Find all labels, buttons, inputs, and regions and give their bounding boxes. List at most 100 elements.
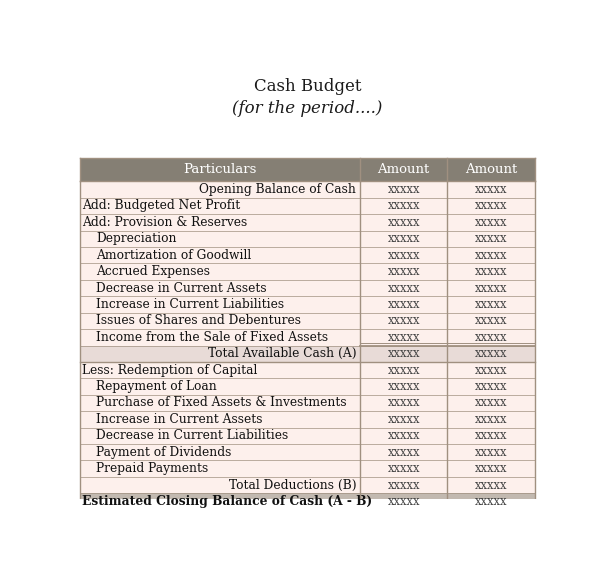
Bar (360, 158, 448, 181)
Bar (80, 198, 360, 214)
Text: Amortization of Goodwill: Amortization of Goodwill (97, 249, 251, 262)
Bar (80, 444, 360, 461)
Bar (448, 346, 535, 362)
Text: xxxxx: xxxxx (475, 413, 508, 426)
Text: Decrease in Current Liabilities: Decrease in Current Liabilities (97, 429, 289, 442)
Bar (448, 362, 535, 378)
Bar (360, 198, 448, 214)
Text: Prepaid Payments: Prepaid Payments (97, 462, 209, 475)
Bar (448, 378, 535, 395)
Text: xxxxx: xxxxx (388, 183, 420, 196)
Bar (360, 296, 448, 312)
Text: Add: Provision & Reserves: Add: Provision & Reserves (82, 216, 248, 229)
Text: xxxxx: xxxxx (388, 298, 420, 311)
Bar (80, 477, 360, 493)
Bar (448, 231, 535, 247)
Text: xxxxx: xxxxx (475, 380, 508, 393)
Text: xxxxx: xxxxx (388, 462, 420, 475)
Bar (360, 477, 448, 493)
Text: Payment of Dividends: Payment of Dividends (97, 445, 232, 459)
Text: Particulars: Particulars (183, 163, 256, 176)
Bar (448, 427, 535, 444)
Text: xxxxx: xxxxx (475, 265, 508, 278)
Text: Issues of Shares and Debentures: Issues of Shares and Debentures (97, 314, 301, 328)
Text: xxxxx: xxxxx (475, 397, 508, 410)
Text: xxxxx: xxxxx (388, 232, 420, 245)
Text: xxxxx: xxxxx (388, 331, 420, 344)
Text: Estimated Closing Balance of Cash (A - B): Estimated Closing Balance of Cash (A - B… (82, 495, 373, 508)
Bar (360, 329, 448, 346)
Text: Amount: Amount (465, 163, 517, 176)
Bar (448, 264, 535, 280)
Text: xxxxx: xxxxx (388, 445, 420, 459)
Text: Decrease in Current Assets: Decrease in Current Assets (97, 282, 267, 295)
Bar (360, 493, 448, 509)
Bar (80, 427, 360, 444)
Text: xxxxx: xxxxx (475, 216, 508, 229)
Text: Increase in Current Liabilities: Increase in Current Liabilities (97, 298, 284, 311)
Text: Total Deductions (B): Total Deductions (B) (229, 479, 356, 491)
Bar (448, 280, 535, 296)
Bar (448, 444, 535, 461)
Bar (448, 198, 535, 214)
Bar (360, 461, 448, 477)
Text: xxxxx: xxxxx (388, 380, 420, 393)
Text: xxxxx: xxxxx (475, 298, 508, 311)
Text: xxxxx: xxxxx (388, 282, 420, 295)
Bar (448, 461, 535, 477)
Text: xxxxx: xxxxx (388, 216, 420, 229)
Text: xxxxx: xxxxx (475, 347, 508, 360)
Bar (80, 329, 360, 346)
Text: (for the period....): (for the period....) (232, 100, 383, 117)
Text: Add: Budgeted Net Profit: Add: Budgeted Net Profit (82, 200, 241, 213)
Text: xxxxx: xxxxx (475, 429, 508, 442)
Bar (80, 181, 360, 198)
Bar (360, 312, 448, 329)
Bar (80, 312, 360, 329)
Bar (360, 214, 448, 231)
Bar (360, 264, 448, 280)
Text: xxxxx: xxxxx (475, 314, 508, 328)
Text: Increase in Current Assets: Increase in Current Assets (97, 413, 263, 426)
Bar (80, 231, 360, 247)
Text: Repayment of Loan: Repayment of Loan (97, 380, 217, 393)
Bar (448, 395, 535, 411)
Bar (448, 158, 535, 181)
Text: xxxxx: xxxxx (475, 249, 508, 262)
Bar (360, 362, 448, 378)
Bar (80, 346, 360, 362)
Text: xxxxx: xxxxx (388, 495, 420, 508)
Bar (360, 378, 448, 395)
Bar (448, 329, 535, 346)
Bar (448, 296, 535, 312)
Text: xxxxx: xxxxx (475, 282, 508, 295)
Bar (80, 296, 360, 312)
Bar (448, 477, 535, 493)
Bar (360, 411, 448, 427)
Text: Opening Balance of Cash: Opening Balance of Cash (199, 183, 356, 196)
Bar (80, 264, 360, 280)
Text: xxxxx: xxxxx (388, 413, 420, 426)
Bar (448, 312, 535, 329)
Text: xxxxx: xxxxx (475, 331, 508, 344)
Text: xxxxx: xxxxx (475, 232, 508, 245)
Bar (448, 214, 535, 231)
Text: xxxxx: xxxxx (388, 364, 420, 376)
Bar (80, 247, 360, 264)
Bar (448, 411, 535, 427)
Bar (448, 493, 535, 509)
Text: xxxxx: xxxxx (475, 445, 508, 459)
Bar (360, 395, 448, 411)
Text: xxxxx: xxxxx (388, 200, 420, 213)
Text: Cash Budget: Cash Budget (254, 78, 361, 95)
Bar (80, 395, 360, 411)
Text: xxxxx: xxxxx (388, 429, 420, 442)
Bar (448, 247, 535, 264)
Text: xxxxx: xxxxx (475, 183, 508, 196)
Text: xxxxx: xxxxx (475, 479, 508, 491)
Bar (360, 427, 448, 444)
Text: Accrued Expenses: Accrued Expenses (97, 265, 211, 278)
Bar (80, 461, 360, 477)
Bar (80, 411, 360, 427)
Text: xxxxx: xxxxx (475, 200, 508, 213)
